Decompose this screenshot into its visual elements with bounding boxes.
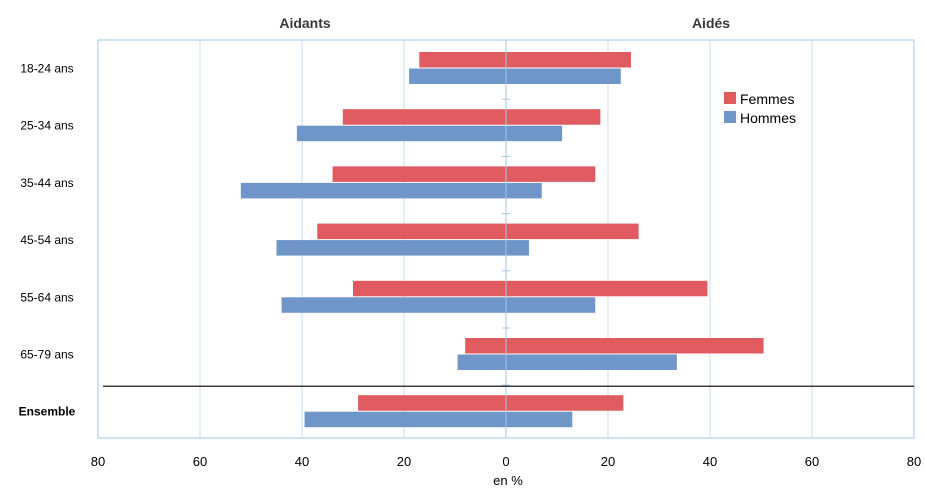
x-tick-label: 80 [91,454,105,469]
category-labels: 18-24 ans 25-34 ans 35-44 ans 45-54 ans 55-6… [19,62,76,419]
category-label: 25-34 ans [20,119,73,133]
x-tick-label: 80 [907,454,921,469]
category-label: 65-79 ans [20,348,73,362]
right-title: Aidés [692,15,730,31]
category-label: Ensemble [19,405,76,419]
bar-aides-hommes [506,182,542,199]
bar-aides-hommes [506,68,621,84]
bar-aides-hommes [506,411,573,428]
x-tick-label: 40 [703,454,717,469]
bar-aidants-femmes [317,223,506,240]
bar-aidants-hommes [276,240,506,256]
bar-aidants-hommes [304,411,506,428]
bar-aides-femmes [506,395,624,411]
legend-swatch-hommes [724,111,736,123]
bar-aides-femmes [506,52,631,68]
bar-aidants-hommes [296,125,506,142]
bar-aides-hommes [506,240,529,256]
x-tick-label: 60 [805,454,819,469]
category-label: 35-44 ans [20,176,73,190]
bar-aidants-femmes [419,52,506,68]
left-title: Aidants [279,15,331,31]
x-tick-label: 0 [502,454,509,469]
bar-aidants-femmes [353,280,506,297]
axes: 80 60 40 20 0 20 40 60 80 [91,40,921,469]
bar-aides-femmes [506,223,639,240]
category-label: 45-54 ans [20,233,73,247]
bar-aides-hommes [506,297,596,313]
bar-aides-hommes [506,354,677,370]
bar-aides-femmes [506,280,708,297]
category-label: 55-64 ans [20,290,73,304]
bars [240,52,764,428]
bar-aides-femmes [506,166,596,182]
x-tick-label: 40 [295,454,309,469]
bar-aidants-femmes [332,166,506,182]
x-tick-label: 60 [193,454,207,469]
bar-aidants-hommes [457,354,506,370]
bar-aides-femmes [506,109,601,125]
x-tick-label: 20 [601,454,615,469]
legend-label-femmes: Femmes [740,91,794,107]
legend: Femmes Hommes [724,91,796,126]
bar-aidants-hommes [409,68,506,84]
legend-swatch-femmes [724,92,736,104]
legend-label-hommes: Hommes [740,110,796,126]
bar-aidants-femmes [342,109,506,125]
bar-aides-femmes [506,338,764,354]
bar-aidants-hommes [281,297,506,313]
category-label: 18-24 ans [20,62,73,76]
x-axis-title: en % [493,473,523,488]
bar-aides-hommes [506,125,563,142]
bar-aidants-femmes [358,395,506,411]
x-tick-label: 20 [397,454,411,469]
bar-aidants-hommes [240,182,507,199]
bar-aidants-femmes [465,338,506,354]
